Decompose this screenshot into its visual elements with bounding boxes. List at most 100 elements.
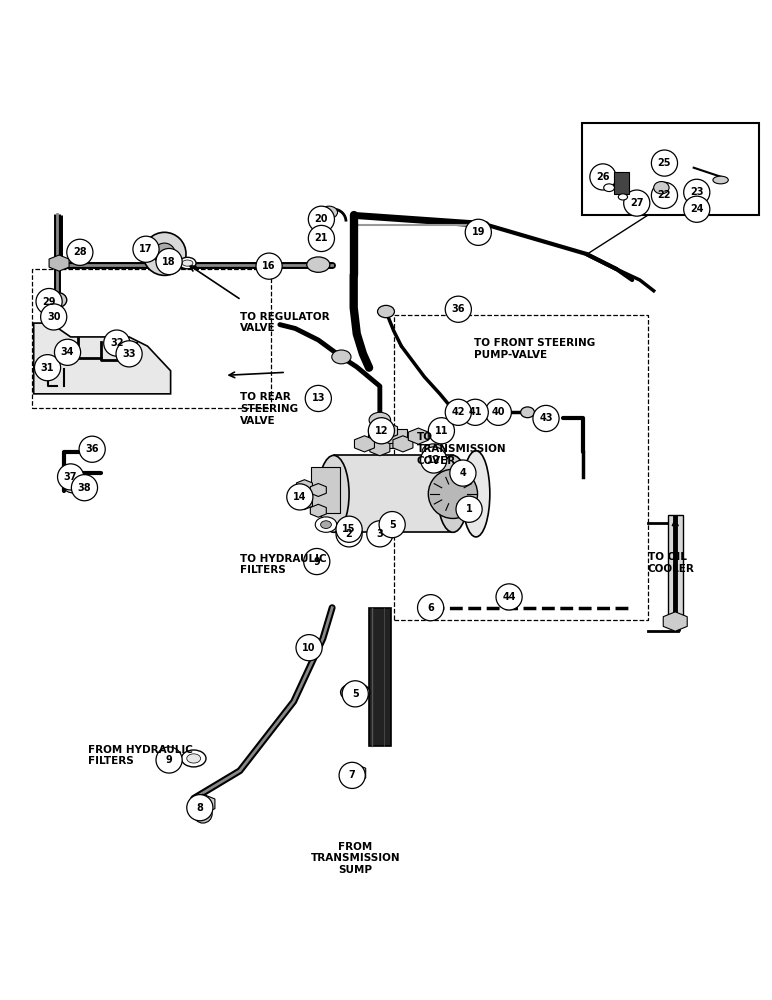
Circle shape [36, 288, 63, 315]
Ellipse shape [320, 521, 331, 528]
Text: 27: 27 [630, 198, 644, 208]
Circle shape [71, 475, 97, 501]
Polygon shape [408, 428, 428, 444]
Ellipse shape [318, 455, 349, 532]
Circle shape [418, 595, 444, 621]
Text: 11: 11 [435, 426, 448, 436]
Text: 30: 30 [47, 312, 60, 322]
Text: 14: 14 [293, 492, 306, 502]
Circle shape [428, 418, 455, 444]
Circle shape [450, 460, 476, 486]
Ellipse shape [315, 517, 337, 532]
Ellipse shape [179, 257, 196, 269]
Ellipse shape [181, 750, 206, 767]
Ellipse shape [369, 412, 391, 428]
Text: 31: 31 [41, 363, 54, 373]
Circle shape [624, 190, 650, 216]
Text: 43: 43 [540, 413, 553, 423]
Circle shape [421, 447, 447, 473]
Circle shape [156, 248, 182, 275]
Text: 44: 44 [503, 592, 516, 602]
Text: 9: 9 [166, 755, 172, 765]
Text: 12: 12 [427, 455, 441, 465]
Circle shape [286, 484, 313, 510]
Bar [120, 342, 137, 358]
Text: 18: 18 [162, 257, 176, 267]
Circle shape [428, 469, 478, 518]
Circle shape [496, 584, 522, 610]
Circle shape [305, 385, 331, 412]
Polygon shape [663, 612, 687, 631]
Ellipse shape [65, 482, 84, 493]
Circle shape [684, 196, 709, 222]
Text: 32: 32 [110, 338, 124, 348]
Circle shape [103, 330, 130, 356]
Circle shape [187, 795, 213, 821]
Ellipse shape [713, 176, 728, 184]
Polygon shape [191, 794, 215, 814]
Circle shape [652, 150, 678, 176]
Circle shape [368, 418, 394, 444]
Circle shape [466, 219, 492, 245]
Text: 1: 1 [466, 504, 472, 514]
Text: 9: 9 [313, 557, 320, 567]
Ellipse shape [462, 451, 490, 537]
Text: 22: 22 [658, 190, 671, 200]
Bar [369, 608, 391, 746]
Circle shape [256, 253, 282, 279]
Ellipse shape [187, 754, 201, 763]
Ellipse shape [378, 305, 394, 318]
Circle shape [58, 464, 83, 490]
Text: 5: 5 [352, 689, 359, 699]
Text: 5: 5 [389, 520, 395, 530]
Circle shape [308, 225, 334, 252]
Circle shape [339, 762, 365, 788]
Text: 29: 29 [42, 297, 56, 307]
Text: 36: 36 [452, 304, 465, 314]
Text: 8: 8 [196, 803, 203, 813]
Ellipse shape [306, 257, 330, 272]
Text: 25: 25 [658, 158, 671, 168]
Text: 41: 41 [469, 407, 482, 417]
Ellipse shape [422, 444, 445, 459]
Text: 26: 26 [596, 172, 610, 182]
Ellipse shape [466, 406, 482, 418]
Text: TO
TRANSMISSION
COVER: TO TRANSMISSION COVER [417, 432, 506, 466]
Circle shape [379, 512, 405, 538]
Ellipse shape [47, 292, 66, 308]
Circle shape [308, 206, 334, 232]
Bar [668, 515, 683, 620]
Circle shape [342, 681, 368, 707]
Text: 23: 23 [690, 187, 703, 197]
Polygon shape [378, 423, 398, 439]
Ellipse shape [520, 407, 534, 418]
Text: 2: 2 [346, 529, 353, 539]
Circle shape [116, 341, 142, 367]
Ellipse shape [340, 683, 370, 702]
Ellipse shape [438, 455, 469, 532]
Text: 42: 42 [452, 407, 465, 417]
Text: 6: 6 [427, 603, 434, 613]
Bar [310, 467, 340, 513]
Circle shape [652, 182, 678, 208]
Circle shape [296, 635, 322, 661]
Ellipse shape [320, 206, 337, 218]
Circle shape [336, 521, 362, 547]
Text: 3: 3 [377, 529, 383, 539]
Text: 4: 4 [459, 468, 466, 478]
Text: FROM HYDRAULIC
FILTERS: FROM HYDRAULIC FILTERS [87, 745, 192, 766]
Polygon shape [34, 323, 171, 394]
Text: 10: 10 [303, 643, 316, 653]
Polygon shape [354, 436, 374, 452]
Circle shape [456, 496, 482, 522]
Polygon shape [296, 480, 313, 493]
Ellipse shape [447, 406, 464, 418]
Bar [334, 455, 453, 532]
Ellipse shape [604, 184, 615, 192]
Circle shape [303, 548, 330, 575]
Bar [368, 435, 407, 448]
Circle shape [154, 243, 175, 265]
Polygon shape [49, 255, 69, 271]
Circle shape [445, 399, 472, 425]
Text: 13: 13 [312, 393, 325, 403]
